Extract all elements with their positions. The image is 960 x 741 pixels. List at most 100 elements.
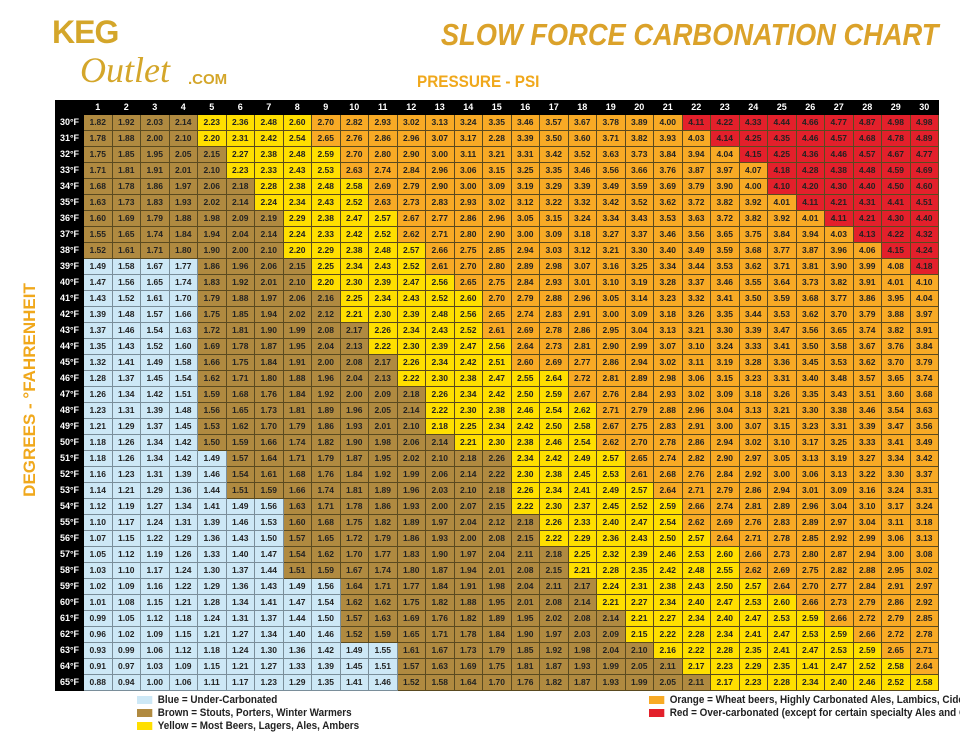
value-cell: 2.12 [311, 306, 341, 323]
value-cell: 2.76 [681, 466, 711, 483]
psi-header-15: 15 [482, 100, 512, 115]
value-cell: 2.73 [396, 194, 426, 211]
value-cell: 2.52 [624, 498, 654, 515]
value-cell: 2.42 [453, 354, 483, 371]
value-cell: 3.62 [738, 258, 768, 275]
value-cell: 2.80 [795, 546, 825, 563]
value-cell: 1.02 [111, 626, 141, 643]
value-cell: 3.65 [824, 322, 854, 339]
value-cell: 1.74 [140, 226, 170, 243]
value-cell: 1.26 [111, 450, 141, 467]
value-cell: 1.91 [453, 578, 483, 595]
value-cell: 1.23 [111, 466, 141, 483]
value-cell: 2.65 [624, 450, 654, 467]
table-row: 58°F 1.03 1.10 1.17 1.24 1.30 1.37 1.44 1.51 1.59… [55, 562, 939, 579]
value-cell: 2.82 [824, 562, 854, 579]
value-cell: 1.71 [225, 370, 255, 387]
value-cell: 2.03 [425, 482, 455, 499]
value-cell: 4.04 [710, 146, 740, 163]
pressure-header-row: 1 2 3 4 5 6 7 8 9 10 11 12 13 14 15 16 17 18 19 20 21 22 23 24 2… [55, 100, 939, 115]
value-cell: 2.33 [254, 162, 284, 179]
value-cell: 2.48 [282, 146, 312, 163]
value-cell: 2.29 [567, 530, 597, 547]
value-cell: 3.56 [596, 162, 626, 179]
value-cell: 3.05 [510, 210, 540, 227]
value-cell: 2.88 [852, 562, 882, 579]
temperature-label: 53°F [55, 482, 84, 499]
value-cell: 1.34 [168, 498, 198, 515]
value-cell: 2.49 [567, 450, 597, 467]
value-cell: 1.78 [339, 498, 369, 515]
value-cell: 2.70 [795, 578, 825, 595]
value-cell: 1.71 [83, 162, 113, 179]
table-row: 56°F 1.07 1.15 1.22 1.29 1.36 1.43 1.50 1.57 1.65… [55, 530, 939, 547]
value-cell: 3.00 [596, 306, 626, 323]
value-cell: 2.40 [710, 610, 740, 627]
value-cell: 3.23 [653, 290, 683, 307]
value-cell: 3.38 [824, 402, 854, 419]
value-cell: 3.73 [795, 274, 825, 291]
value-cell: 4.35 [767, 130, 797, 147]
value-cell: 2.46 [539, 434, 569, 451]
value-cell: 3.18 [909, 514, 939, 531]
value-cell: 4.87 [852, 114, 882, 131]
value-cell: 2.56 [482, 338, 512, 355]
value-cell: 3.19 [510, 178, 540, 195]
value-cell: 1.41 [795, 658, 825, 675]
value-cell: 1.78 [453, 626, 483, 643]
value-cell: 3.62 [852, 354, 882, 371]
value-cell: 2.28 [254, 178, 284, 195]
value-cell: 1.43 [83, 290, 113, 307]
value-cell: 1.22 [140, 530, 170, 547]
value-cell: 0.93 [83, 642, 113, 659]
value-cell: 4.21 [824, 194, 854, 211]
value-cell: 3.56 [795, 322, 825, 339]
value-cell: 2.36 [596, 530, 626, 547]
value-cell: 1.64 [453, 674, 483, 691]
value-cell: 2.93 [539, 274, 569, 291]
value-cell: 2.60 [282, 114, 312, 131]
value-cell: 2.04 [225, 226, 255, 243]
value-cell: 1.18 [83, 450, 113, 467]
value-cell: 1.75 [339, 514, 369, 531]
value-cell: 1.65 [311, 530, 341, 547]
value-cell: 3.11 [681, 354, 711, 371]
value-cell: 1.21 [168, 594, 198, 611]
value-cell: 3.82 [824, 274, 854, 291]
value-cell: 3.06 [681, 370, 711, 387]
value-cell: 2.47 [767, 626, 797, 643]
value-cell: 3.99 [852, 258, 882, 275]
value-cell: 1.17 [140, 562, 170, 579]
value-cell: 2.47 [453, 338, 483, 355]
value-cell: 1.49 [83, 258, 113, 275]
value-cell: 1.86 [140, 178, 170, 195]
value-cell: 2.52 [881, 674, 911, 691]
value-cell: 3.13 [795, 450, 825, 467]
value-cell: 2.14 [225, 194, 255, 211]
value-cell: 1.18 [83, 434, 113, 451]
value-cell: 2.03 [567, 626, 597, 643]
psi-header-2: 2 [111, 100, 141, 115]
value-cell: 2.39 [425, 338, 455, 355]
value-cell: 2.81 [567, 338, 597, 355]
value-cell: 0.99 [111, 642, 141, 659]
value-cell: 3.70 [824, 306, 854, 323]
value-cell: 2.08 [482, 530, 512, 547]
value-cell: 4.30 [824, 178, 854, 195]
psi-header-6: 6 [225, 100, 255, 115]
value-cell: 2.94 [710, 434, 740, 451]
value-cell: 1.59 [254, 482, 284, 499]
value-cell: 2.43 [396, 290, 426, 307]
value-cell: 1.96 [225, 258, 255, 275]
value-cell: 1.31 [140, 466, 170, 483]
value-cell: 2.97 [824, 514, 854, 531]
value-cell: 1.75 [396, 594, 426, 611]
value-cell: 2.30 [482, 434, 512, 451]
value-cell: 1.67 [425, 642, 455, 659]
value-cell: 3.52 [567, 146, 597, 163]
value-cell: 2.70 [624, 434, 654, 451]
value-cell: 3.22 [539, 194, 569, 211]
value-cell: 1.97 [254, 290, 284, 307]
value-cell: 1.82 [83, 114, 113, 131]
value-cell: 3.11 [453, 146, 483, 163]
